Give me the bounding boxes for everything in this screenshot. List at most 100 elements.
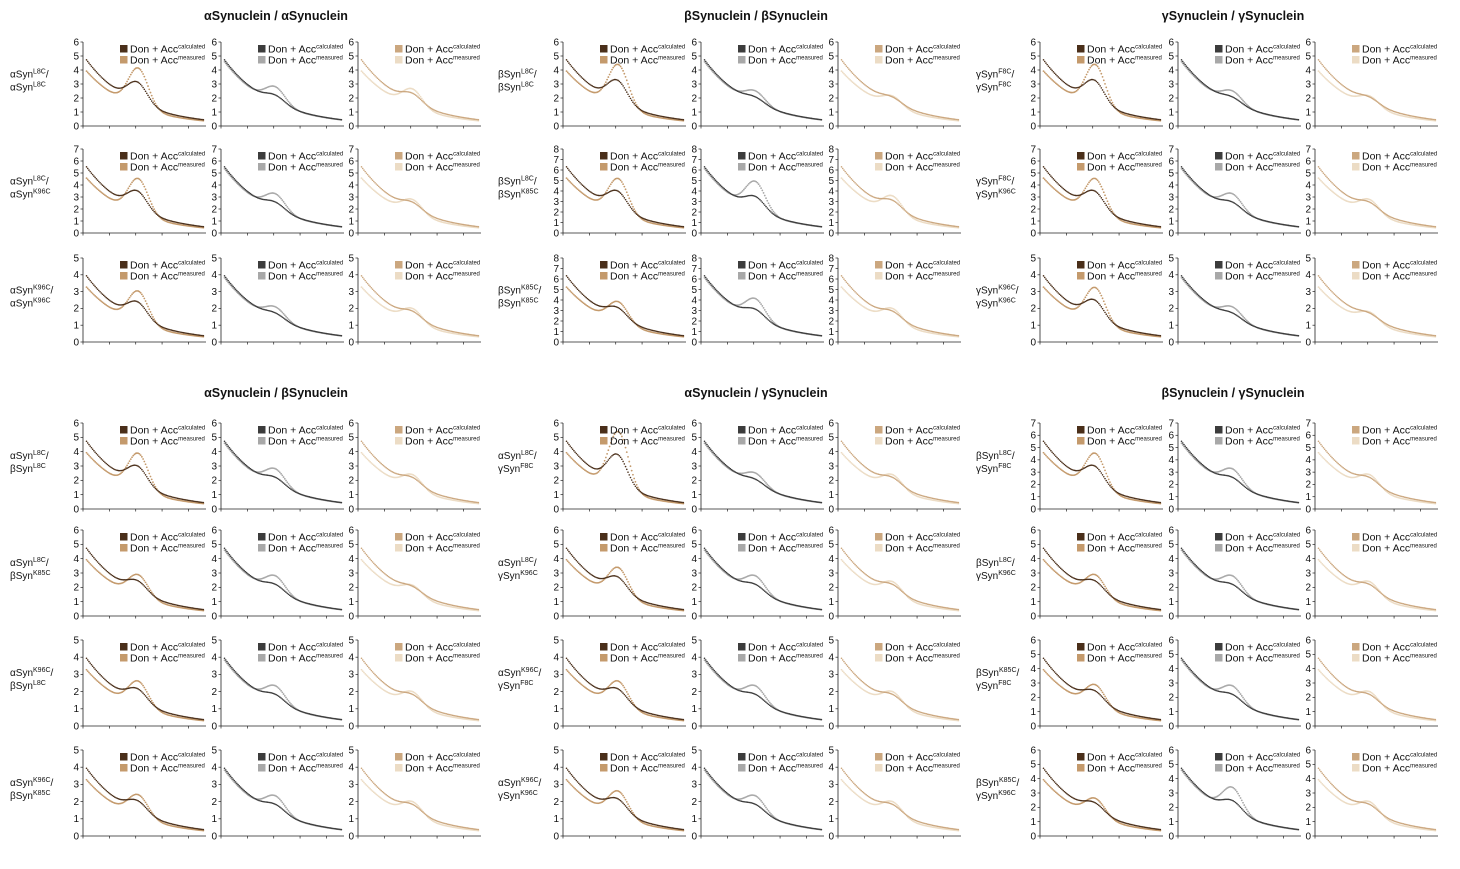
calculated-point <box>145 200 148 203</box>
calculated-point <box>403 90 406 93</box>
calculated-point <box>112 85 115 88</box>
measured-point <box>609 71 612 73</box>
calculated-point <box>238 183 241 185</box>
y-tick-label: 7 <box>553 264 559 275</box>
calculated-point <box>1105 95 1108 98</box>
legend-label-calculated: Don + Acccalculated <box>268 151 343 163</box>
calculated-point <box>256 90 259 92</box>
measured-point <box>415 201 418 204</box>
calculated-point <box>1104 93 1106 96</box>
measured-point <box>607 76 610 78</box>
calculated-point <box>860 187 862 190</box>
y-tick-label: 4 <box>348 65 354 76</box>
y-tick-label: 1 <box>1168 107 1174 118</box>
y-tick-label: 0 <box>348 121 354 132</box>
calculated-point <box>93 284 95 286</box>
calculated-point <box>848 175 850 177</box>
calculated-point <box>181 222 184 225</box>
measured-point <box>85 286 88 288</box>
y-tick-label: 5 <box>828 285 834 296</box>
pair-label-protein: βSyn <box>498 285 521 296</box>
calculated-point <box>277 96 280 98</box>
calculated-point <box>619 308 622 311</box>
calculated-point <box>238 76 241 78</box>
measured-point <box>139 179 142 182</box>
y-tick-label: 1 <box>553 218 559 229</box>
y-tick-label: 7 <box>348 144 354 155</box>
y-tick-label: 0 <box>1168 121 1174 132</box>
measured-point <box>628 314 631 316</box>
measured-point <box>245 190 248 193</box>
measured-point <box>283 314 286 317</box>
calculated-point <box>682 118 685 121</box>
calculated-point <box>89 63 92 66</box>
calculated-point <box>298 110 301 112</box>
series-calculated <box>1042 59 1162 121</box>
calculated-point <box>297 216 300 219</box>
calculated-point <box>717 290 719 293</box>
calculated-point <box>578 180 580 183</box>
calculated-point <box>850 178 853 180</box>
calculated-point <box>247 83 249 86</box>
title-greek: α <box>204 9 212 23</box>
calculated-point <box>718 183 721 185</box>
series-calculated <box>85 166 205 228</box>
legend-swatch-measured <box>258 163 266 171</box>
measured-point <box>121 196 124 198</box>
calculated-point <box>276 95 279 97</box>
calculated-point <box>843 169 845 171</box>
calculated-point <box>845 65 848 67</box>
calculated-point <box>153 103 155 106</box>
calculated-point <box>370 178 373 180</box>
calculated-point <box>127 191 130 194</box>
measured-point <box>611 181 613 184</box>
calculated-point <box>477 225 480 228</box>
pair-label-mutation: K96C <box>998 188 1016 195</box>
calculated-point <box>243 296 245 299</box>
calculated-point <box>384 83 386 86</box>
legend-sup: measured <box>796 163 823 169</box>
pair-label-protein: βSyn <box>498 69 521 80</box>
calculated-point <box>618 191 621 193</box>
calculated-point <box>585 80 587 83</box>
measured-point <box>89 181 92 183</box>
calculated-point <box>720 78 723 81</box>
legend-text: Don + Acc <box>268 271 316 283</box>
calculated-point <box>282 206 285 209</box>
pair-label-mutation: K85C <box>521 284 539 291</box>
calculated-point <box>706 278 708 280</box>
calculated-point <box>1056 74 1058 77</box>
y-tick-label: 4 <box>348 180 354 191</box>
calculated-point <box>857 294 860 297</box>
legend-swatch-measured <box>1352 56 1360 64</box>
y-tick-label: 5 <box>211 253 217 264</box>
measured-point <box>367 184 370 187</box>
calculated-point <box>138 302 141 304</box>
measured-point <box>757 300 760 302</box>
measured-point <box>243 188 246 191</box>
calculated-point <box>102 294 105 297</box>
calculated-point <box>584 295 586 298</box>
measured-point <box>237 183 239 186</box>
calculated-point <box>899 315 902 318</box>
calculated-point <box>152 101 154 104</box>
calculated-point <box>85 166 88 168</box>
measured-point <box>121 88 124 90</box>
legend-label-measured: Don + Accmeasured <box>885 162 960 174</box>
y-tick-label: 4 <box>828 295 834 306</box>
calculated-point <box>117 194 120 197</box>
calculated-point <box>897 203 899 205</box>
measured-point <box>280 197 282 200</box>
measured-point <box>154 102 157 105</box>
measured-point <box>290 103 292 106</box>
calculated-point <box>418 97 421 100</box>
calculated-point <box>283 207 286 210</box>
pair-label-protein: αSyn <box>10 285 33 296</box>
measured-point <box>361 71 364 74</box>
calculated-point <box>709 66 712 69</box>
measured-point <box>283 95 286 98</box>
calculated-point <box>723 80 725 83</box>
calculated-point <box>277 203 280 205</box>
calculated-point <box>902 207 904 210</box>
calculated-point <box>91 173 94 176</box>
